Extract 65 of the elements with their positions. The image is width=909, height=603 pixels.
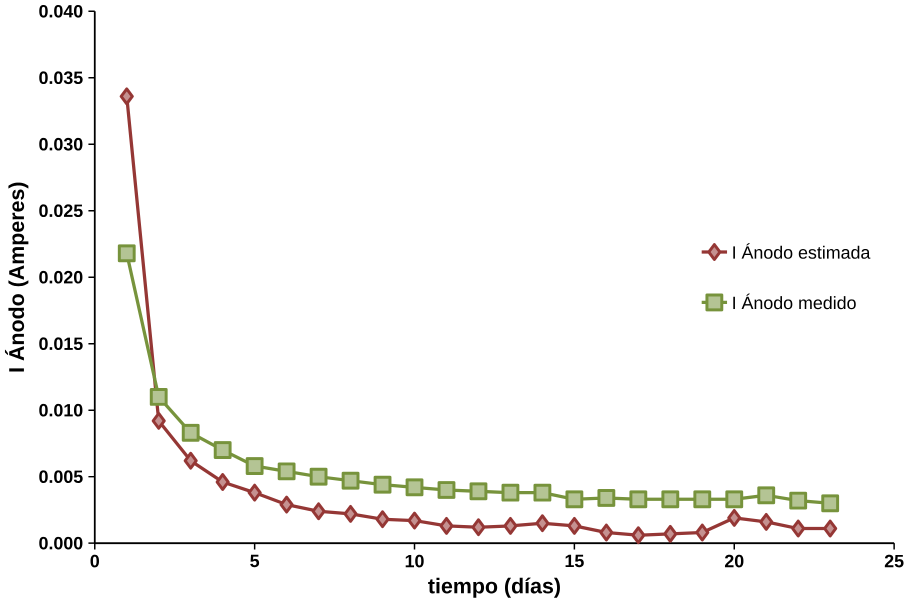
y-tick-label: 0.015 [39,338,83,350]
point [342,472,360,490]
point [599,524,614,542]
point [184,452,198,470]
point [661,490,680,508]
point [278,462,296,480]
x-tick-label: 25 [884,554,904,568]
point [759,513,774,531]
y-tick-label: 0.000 [39,537,82,550]
point [246,457,264,476]
point [406,478,424,496]
point [503,517,518,535]
point [631,526,646,544]
y-tick-label: 0.035 [39,72,83,84]
point [216,473,230,492]
point [791,520,806,538]
point [502,484,520,502]
point [470,482,488,500]
point [693,490,712,508]
legend-label: I Ánodo medido [733,294,856,310]
y-tick-label: 0.005 [39,470,83,484]
point [727,509,742,527]
point [312,502,326,520]
y-tick-label: 0.020 [39,271,82,284]
y-tick-label: 0.010 [39,404,82,417]
x-axis-title: tiempo (días) [428,578,560,598]
point [725,490,744,508]
point [438,481,456,500]
point [120,88,134,106]
point [757,486,776,504]
point [439,517,454,535]
point [471,518,486,536]
y-tick-label: 0.040 [39,5,82,18]
point [567,517,582,535]
point [118,244,136,262]
y-tick-label: 0.030 [39,138,82,151]
point [629,490,648,508]
y-tick-label: 0.025 [39,204,83,218]
x-tick-label: 20 [724,554,744,568]
point [310,468,328,486]
point [789,492,808,510]
x-tick-label: 10 [406,554,424,568]
point [533,484,552,502]
point [407,512,422,530]
point [280,496,294,514]
point [375,510,390,528]
point [821,494,840,512]
point [182,424,200,442]
legend-label: I Ánodo estimada [733,243,870,259]
y-axis-title: I Ánodo (Amperes) [4,182,28,372]
point [248,484,262,502]
point [374,476,392,494]
point [152,412,166,430]
x-tick-label: 0 [90,554,99,568]
point [150,388,168,406]
point [695,524,710,542]
point [535,514,550,532]
point [597,489,616,508]
point [214,441,232,460]
point [663,525,678,543]
x-tick-label: 15 [566,554,584,568]
point [344,505,358,523]
point [565,490,584,508]
point [823,520,838,538]
x-tick-label: 5 [250,554,260,568]
